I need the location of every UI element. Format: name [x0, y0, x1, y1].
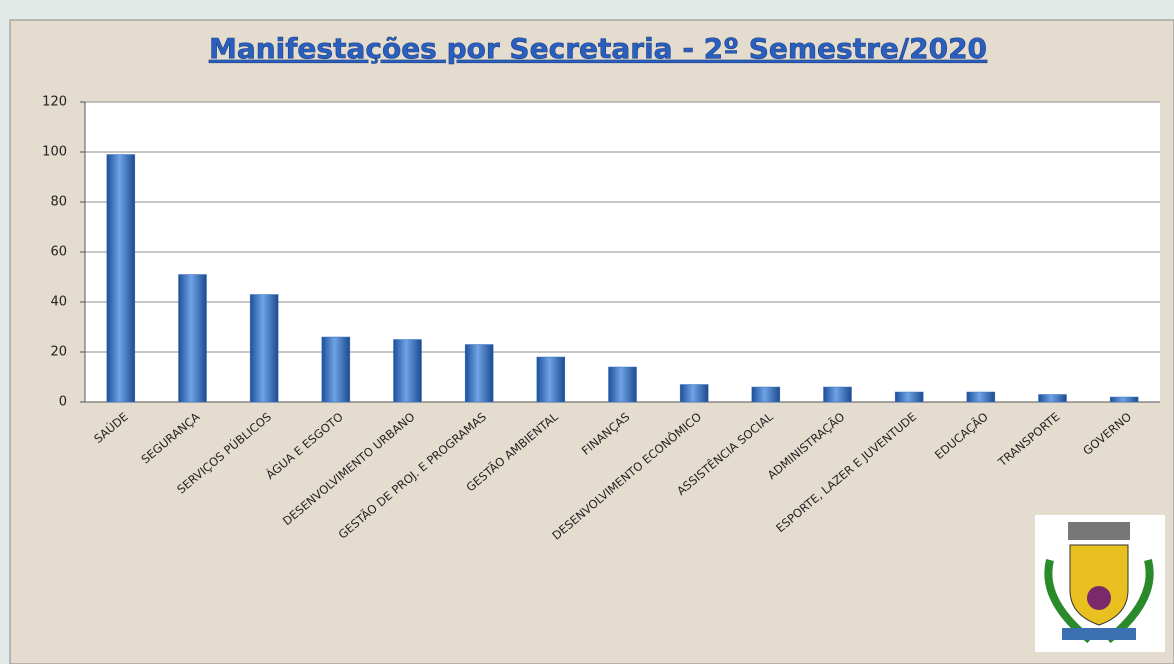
- bar: [1109, 396, 1139, 403]
- logo-grapes: [1087, 586, 1111, 610]
- chart-title: Manifestações por Secretaria - 2º Semest…: [209, 32, 987, 65]
- logo: [1035, 515, 1165, 652]
- bar: [823, 386, 852, 403]
- bar: [751, 386, 781, 403]
- bar: [178, 274, 207, 403]
- y-tick-label: 120: [42, 95, 67, 110]
- bar: [894, 391, 924, 403]
- y-tick-label: 60: [50, 245, 67, 260]
- logo-shield: [1069, 544, 1129, 626]
- y-tick-label: 80: [50, 195, 67, 210]
- bar: [393, 339, 422, 403]
- bar: [464, 344, 494, 403]
- y-tick-label: 40: [50, 295, 67, 310]
- y-tick-label: 20: [50, 345, 67, 360]
- bar: [249, 294, 279, 403]
- bar: [966, 391, 996, 403]
- logo-crown: [1068, 522, 1130, 540]
- bar: [679, 384, 709, 403]
- y-tick-label: 100: [42, 145, 67, 160]
- bar: [321, 336, 351, 403]
- bar: [106, 154, 136, 403]
- bar: [608, 366, 637, 403]
- bar: [536, 356, 566, 403]
- bar: [1038, 394, 1067, 403]
- logo-ribbon: [1062, 628, 1136, 640]
- y-tick-label: 0: [59, 395, 67, 410]
